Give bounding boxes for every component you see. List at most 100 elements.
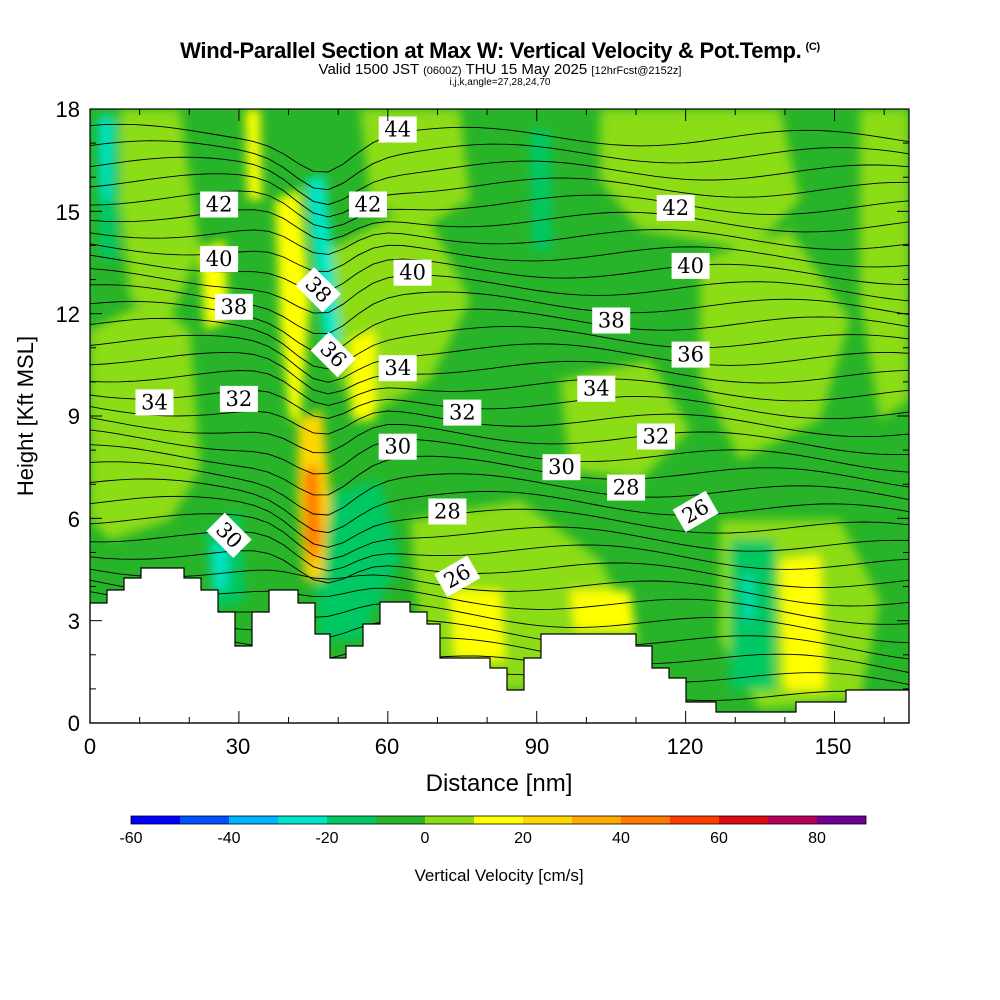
theta-label: 42 <box>656 194 695 221</box>
y-tick-label: 3 <box>68 609 80 634</box>
theta-label-text: 34 <box>583 377 610 401</box>
theta-label-text: 40 <box>206 247 233 271</box>
colorbar-cell <box>572 816 621 824</box>
field-band-moderate-up-mid <box>350 330 375 420</box>
chart-title: Wind-Parallel Section at Max W: Vertical… <box>0 38 1000 64</box>
theta-label-text: 42 <box>355 193 382 217</box>
field-band-moderate-up-upper <box>245 109 262 200</box>
field-band-moderate-up-right <box>780 555 825 690</box>
colorbar-cell <box>719 816 768 824</box>
colorbar-tick-label: 0 <box>421 830 430 847</box>
field-band-weak-down-lower <box>310 480 400 640</box>
theta-label-text: 44 <box>384 118 411 142</box>
y-tick-label: 15 <box>56 200 80 225</box>
theta-label: 36 <box>671 341 710 368</box>
isentrope-line <box>90 156 909 206</box>
colorbar-cell <box>131 816 180 824</box>
isentrope-line <box>90 444 909 496</box>
theta-label-box <box>393 259 432 286</box>
x-axis-label: Distance [nm] <box>426 770 573 797</box>
theta-label-box <box>378 116 417 143</box>
theta-label: 38 <box>214 293 253 320</box>
utc-time: (0600Z) <box>423 65 462 77</box>
colorbar-tick-label: -40 <box>217 830 240 847</box>
theta-label: 30 <box>542 454 581 481</box>
isentrope-line <box>90 495 909 548</box>
theta-label-box <box>206 512 252 559</box>
theta-label-text: 40 <box>399 261 426 285</box>
theta-label: 26 <box>434 555 481 598</box>
isentrope-line <box>90 550 909 589</box>
theta-label-box <box>542 454 581 481</box>
field-band-weak-up-right-top <box>600 109 800 250</box>
theta-label-text: 38 <box>598 309 625 333</box>
x-axis: 0 30 60 90 120 150 Distance [nm] <box>84 734 851 797</box>
theta-label-box <box>378 433 417 460</box>
y-tick-label: 12 <box>56 302 80 327</box>
theta-label-box <box>656 194 695 221</box>
theta-label-text: 28 <box>434 500 461 524</box>
theta-label-text: 42 <box>206 193 233 217</box>
x-tick-label: 90 <box>525 734 549 759</box>
isentrope-line <box>90 417 909 456</box>
theta-label: 32 <box>636 423 675 450</box>
theta-label: 34 <box>577 375 616 402</box>
isentrope-line <box>90 173 909 218</box>
isentrope-line <box>90 579 909 625</box>
colorbar-cell <box>327 816 376 824</box>
isentrope-line <box>90 513 909 561</box>
theta-label-text: 36 <box>677 343 704 367</box>
isentrope-line <box>90 317 909 370</box>
copyright-mark: (C) <box>805 40 820 53</box>
theta-label: 34 <box>378 355 417 382</box>
isentrope-line <box>90 351 909 395</box>
theta-label-box <box>671 341 710 368</box>
colorbar-tick-label: -60 <box>119 830 142 847</box>
theta-label-box <box>219 385 258 412</box>
isentrope-line <box>90 140 909 191</box>
field-band-down-lower-right <box>745 575 752 620</box>
theta-label-text: 32 <box>449 401 476 425</box>
theta-label: 44 <box>378 116 417 143</box>
theta-label: 42 <box>349 191 387 218</box>
theta-label: 40 <box>200 246 239 273</box>
theta-label-box <box>214 293 253 320</box>
theta-label-text: 30 <box>548 455 575 479</box>
colorbar-cell <box>523 816 572 824</box>
theta-label-text: 40 <box>677 254 704 278</box>
colorbar-cell <box>425 816 474 824</box>
theta-label: 42 <box>200 191 239 218</box>
colorbar-cell <box>768 816 817 824</box>
theta-label: 28 <box>607 474 646 501</box>
colorbar-cell <box>474 816 523 824</box>
theta-label-box <box>135 389 174 416</box>
colorbar-cell <box>229 816 278 824</box>
theta-label-text: 32 <box>643 425 670 449</box>
theta-label: 32 <box>219 385 258 412</box>
valid-date: THU 15 May 2025 <box>465 61 588 78</box>
field-band-weak-up-upper-left <box>120 109 200 320</box>
isentrope-line <box>90 123 909 173</box>
y-tick-label: 9 <box>68 404 80 429</box>
colorbar-frame <box>130 815 867 825</box>
y-axis: 0 3 6 9 12 15 18 Height [Kft MSL] <box>13 97 80 736</box>
theta-label-text: 42 <box>662 196 689 220</box>
colorbar-cell <box>278 816 327 824</box>
chart-subtitle: Valid 1500 JST (0600Z) THU 15 May 2025 [… <box>0 61 1000 78</box>
field-band-down-column <box>305 175 340 350</box>
theta-label-text: 28 <box>613 476 640 500</box>
colorbar-cell <box>670 816 719 824</box>
x-tick-label: 0 <box>84 734 96 759</box>
theta-label-text: 34 <box>384 356 411 380</box>
colorbar-cell <box>817 816 866 824</box>
x-tick-label: 30 <box>226 734 250 759</box>
colorbar-label: Vertical Velocity [cm/s] <box>414 866 583 885</box>
chart-title-text: Wind-Parallel Section at Max W: Vertical… <box>180 38 802 63</box>
x-tick-label: 120 <box>667 734 704 759</box>
colorbar-cell <box>376 816 425 824</box>
y-tick-label: 6 <box>68 507 80 532</box>
y-tick-label: 18 <box>56 97 80 122</box>
theta-label-text: 30 <box>384 435 411 459</box>
theta-label-box <box>295 267 341 313</box>
